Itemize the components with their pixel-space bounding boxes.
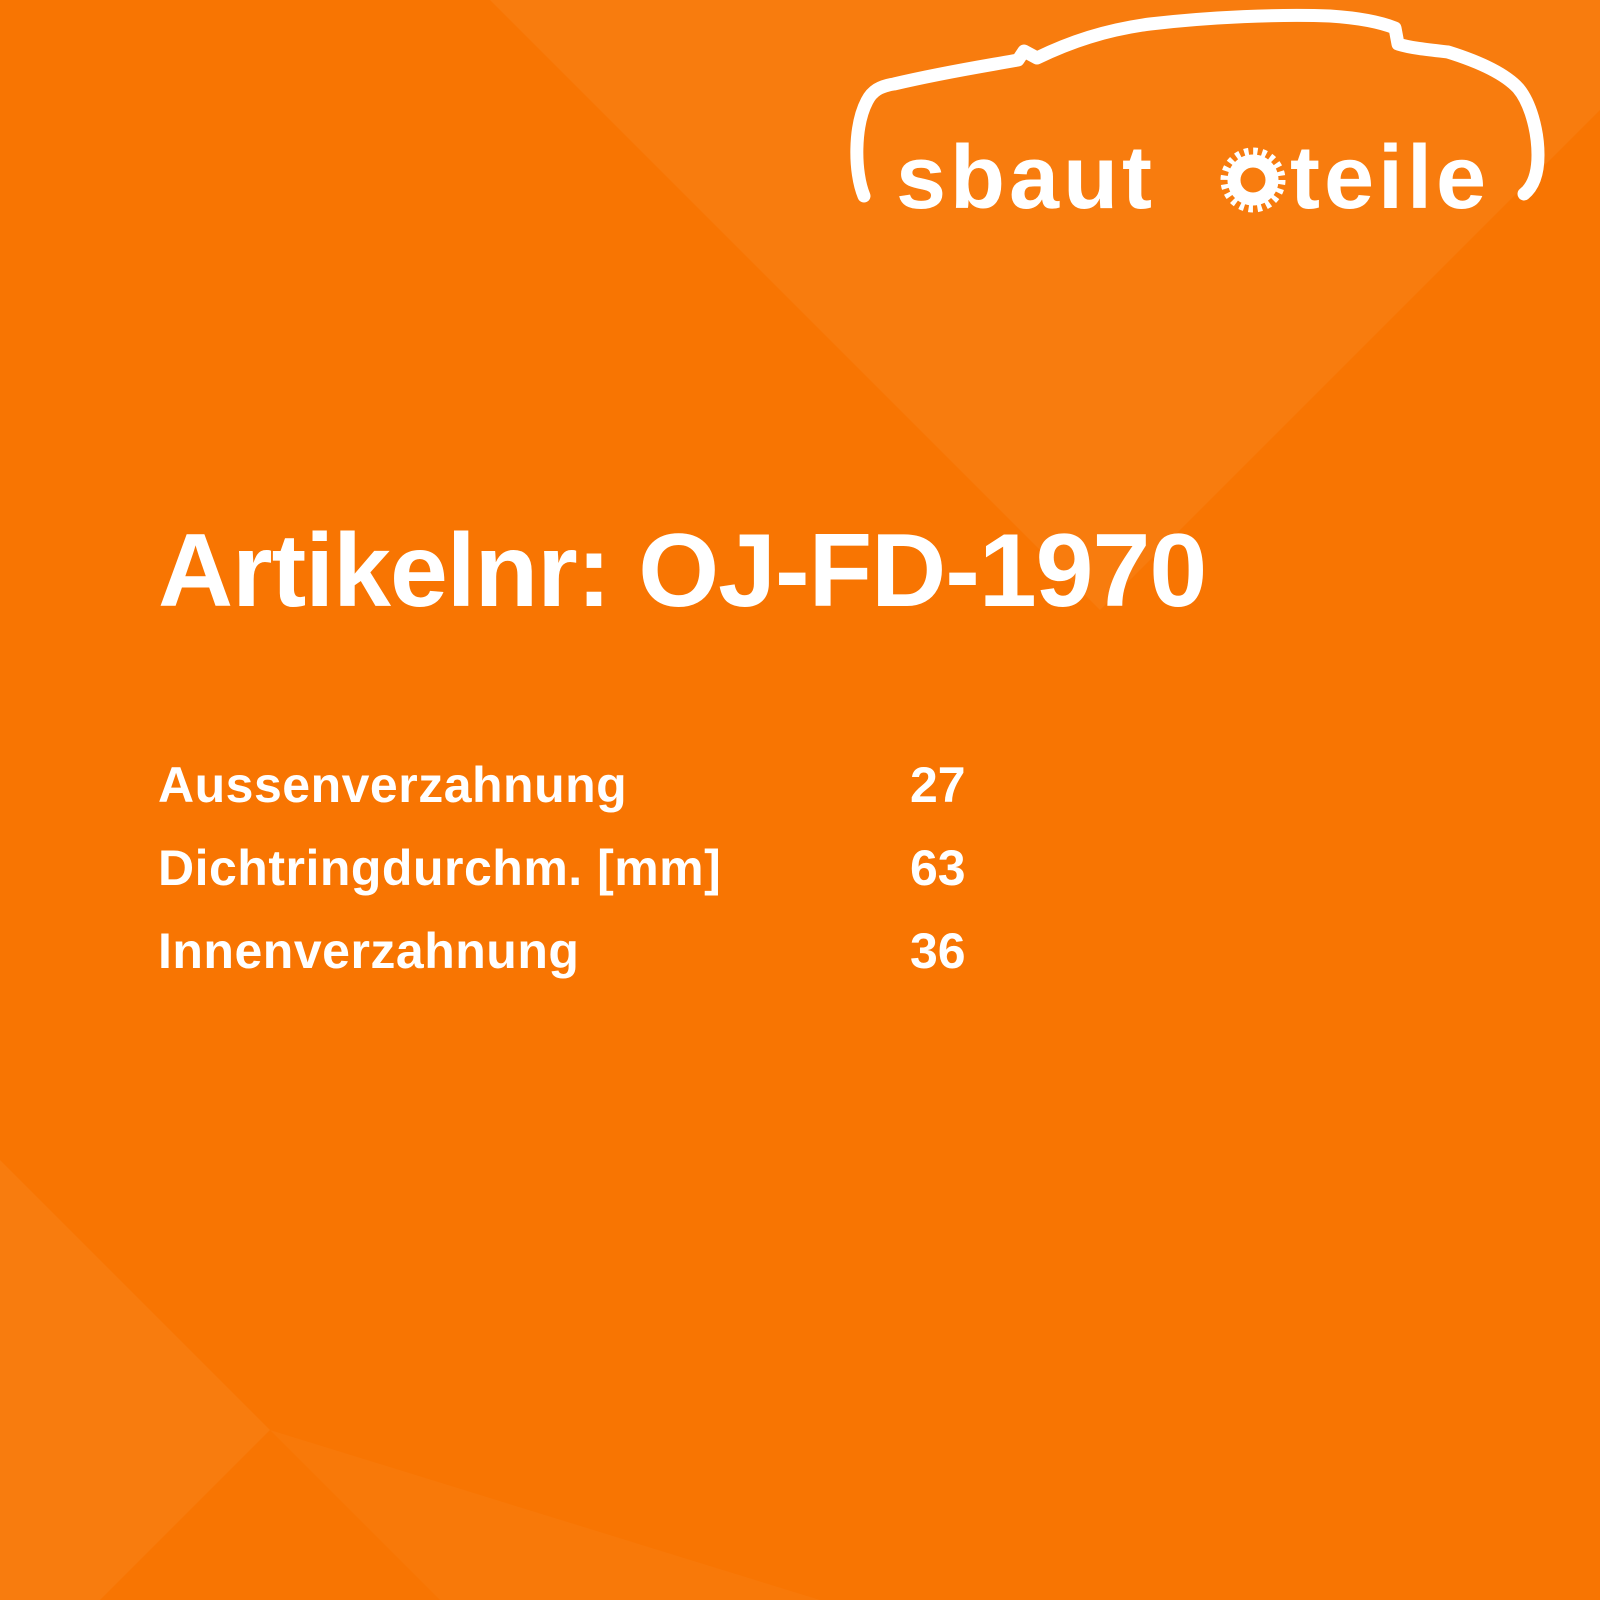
- car-silhouette-icon: [850, 8, 1545, 203]
- spec-value: 63: [910, 840, 966, 896]
- gear-icon: [1220, 147, 1286, 213]
- spec-row-aussenverzahnung: Aussenverzahnung 27: [158, 756, 1258, 839]
- spec-table: Aussenverzahnung 27 Dichtringdurchm. [mm…: [158, 756, 1258, 1005]
- logo-text-right: teile: [1290, 128, 1490, 228]
- article-number-title: Artikelnr: OJ-FD-1970: [158, 513, 1207, 629]
- brand-logo: sbaut teile: [850, 8, 1545, 228]
- spec-row-dichtringdurchmesser: Dichtringdurchm. [mm] 63: [158, 839, 1258, 922]
- spec-row-innenverzahnung: Innenverzahnung 36: [158, 922, 1258, 1005]
- spec-label: Aussenverzahnung: [158, 757, 628, 813]
- logo-text-left: sbaut: [896, 128, 1156, 228]
- spec-label: Innenverzahnung: [158, 923, 580, 979]
- spec-label: Dichtringdurchm. [mm]: [158, 840, 722, 896]
- spec-value: 27: [910, 757, 966, 813]
- spec-value: 36: [910, 923, 966, 979]
